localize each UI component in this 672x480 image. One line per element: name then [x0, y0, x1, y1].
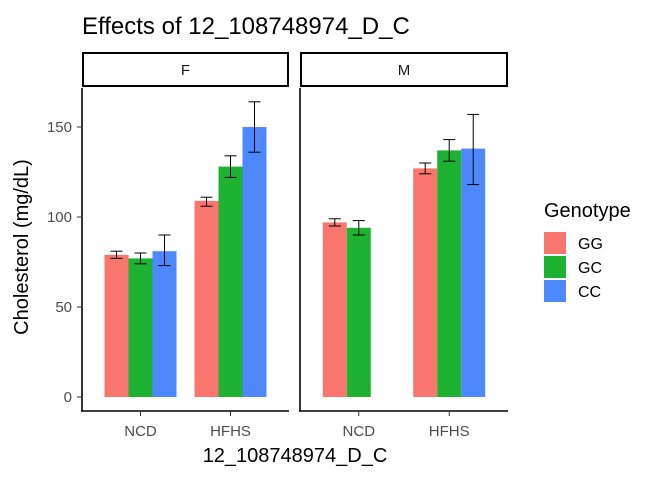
error-bar [200, 196, 213, 207]
facet-strip [82, 52, 289, 87]
y-axis-title: Cholesterol (mg/dL) [11, 159, 33, 335]
error-bar [328, 218, 341, 227]
facet-strip-label: F [181, 62, 190, 79]
facet-panel-F: F NCD HFHS [81, 52, 289, 440]
x-tick-label: NCD [343, 423, 376, 440]
facet-panel-M: M NCD HFHS [299, 52, 508, 440]
legend-key-GG [544, 232, 566, 254]
bar-F-NCD-CC [152, 251, 177, 397]
y-tick-label: 100 [47, 209, 72, 226]
bar-F-HFHS-GC [218, 166, 243, 397]
error-bar [419, 162, 432, 175]
x-tick-label: HFHS [429, 423, 470, 440]
facet-strip [300, 52, 508, 87]
legend-label: GC [578, 260, 602, 277]
y-tick-label: 150 [47, 119, 72, 136]
x-tick-label: NCD [124, 423, 157, 440]
bar-F-HFHS-CC [242, 127, 267, 397]
bar-F-NCD-GG [104, 254, 129, 397]
legend: Genotype GG GC CC [544, 200, 631, 302]
error-bar [443, 139, 456, 162]
error-bar [224, 155, 237, 178]
bar-F-HFHS-GG [194, 200, 219, 397]
error-bar [352, 220, 365, 236]
bar-M-HFHS-CC [461, 148, 486, 397]
bar-M-NCD-GG [322, 222, 347, 397]
error-bar [248, 101, 261, 153]
y-axis: 0 50 100 150 [47, 119, 82, 406]
y-tick-label: 50 [55, 299, 72, 316]
legend-key-CC [544, 280, 566, 302]
chart-title: Effects of 12_108748974_D_C [82, 13, 410, 40]
legend-label: GG [578, 236, 603, 253]
facet-panels: F NCD HFHS M NCD HFHS [81, 52, 508, 440]
legend-title: Genotype [544, 200, 631, 222]
x-axis-title: 12_108748974_D_C [203, 445, 388, 467]
legend-label: CC [578, 284, 601, 301]
legend-key-GC [544, 256, 566, 278]
bar-M-NCD-GC [346, 227, 371, 397]
facet-strip-label: M [398, 62, 411, 79]
bar-M-HFHS-GG [413, 168, 438, 397]
bar-M-HFHS-GC [437, 150, 462, 397]
error-bar [467, 113, 480, 186]
x-tick-label: HFHS [210, 423, 251, 440]
error-bar [134, 252, 147, 265]
y-tick-label: 0 [64, 389, 72, 406]
error-bar [110, 250, 123, 259]
bar-F-NCD-GC [128, 258, 153, 397]
error-bar [158, 234, 171, 267]
